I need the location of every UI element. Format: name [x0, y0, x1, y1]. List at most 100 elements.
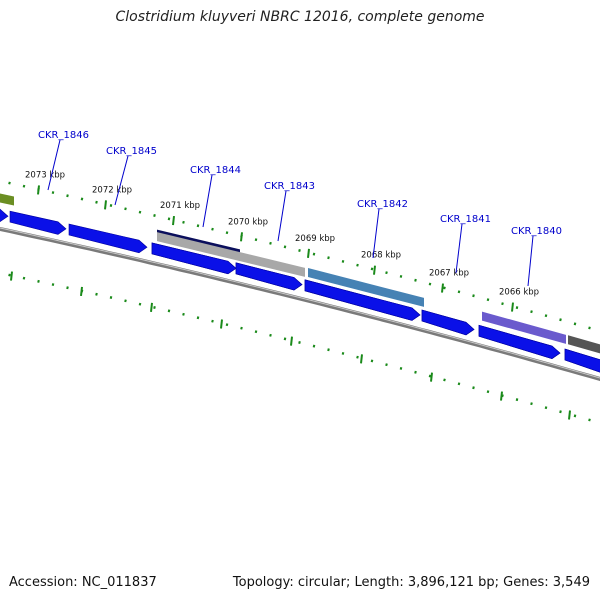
tick-label: 2072 kbp	[92, 185, 132, 195]
inner-major-tick	[500, 391, 503, 401]
darkgray-feature	[568, 335, 600, 354]
major-tick	[307, 248, 310, 258]
inner-tick-dot	[51, 283, 55, 287]
major-tick	[172, 215, 175, 226]
tick-label: 2066 kbp	[499, 288, 539, 298]
cds-arrow-lane2	[421, 309, 475, 336]
major-tick	[441, 283, 444, 293]
outer-tick-dot	[283, 245, 287, 249]
inner-tick-dot	[312, 344, 316, 348]
outer-tick-dot	[109, 204, 113, 207]
outer-tick-dot	[138, 210, 142, 214]
inner-tick-dot	[182, 312, 185, 316]
outer-tick-dot	[588, 326, 591, 330]
outer-tick-dot	[124, 207, 127, 211]
outer-tick-dot	[22, 184, 26, 188]
inner-tick-dot	[486, 390, 490, 394]
inner-tick-dot	[269, 333, 272, 337]
cds-arrow	[68, 223, 148, 254]
outer-tick-dot	[544, 314, 548, 318]
inner-tick-dot	[167, 309, 171, 313]
major-tick	[37, 185, 40, 195]
gene-label: CKR_1840	[511, 226, 562, 237]
gene-leader-line	[47, 139, 61, 191]
inner-major-tick	[290, 336, 293, 346]
major-tick	[373, 265, 376, 275]
major-tick	[104, 200, 107, 210]
outer-tick-dot	[182, 220, 185, 224]
inner-tick-dot	[196, 316, 200, 320]
inner-major-tick	[360, 354, 363, 364]
cds-arrow-lane2	[151, 242, 237, 275]
tick-label: 2070 kbp	[228, 217, 268, 227]
major-tick	[511, 302, 514, 312]
outer-tick-dot	[341, 259, 345, 263]
inner-tick-dot	[225, 323, 229, 327]
outer-tick-dot	[225, 231, 229, 235]
outer-tick-dot	[153, 214, 156, 217]
steelblue-feature	[308, 268, 424, 307]
tick-label: 2071 kbp	[160, 201, 200, 211]
gene-leader-line	[455, 223, 463, 274]
outer-tick-dot	[95, 200, 98, 204]
inner-tick-dot	[109, 296, 113, 299]
inner-tick-dot	[443, 378, 446, 382]
cds-arrow	[9, 210, 67, 235]
outer-tick-dot	[443, 286, 446, 290]
outer-tick-dot	[80, 197, 84, 201]
inner-tick-dot	[95, 292, 98, 296]
inner-tick-dot	[370, 359, 374, 363]
outer-tick-dot	[298, 249, 301, 252]
inner-tick-dot	[472, 386, 475, 390]
tick-label: 2069 kbp	[295, 234, 335, 244]
outer-tick-dot	[385, 271, 388, 275]
outer-tick-dot	[211, 227, 214, 231]
outer-tick-dot	[254, 238, 258, 242]
gene-leader-line	[277, 190, 287, 242]
cds-arrow-lane2	[304, 279, 421, 321]
gene-label: CKR_1844	[190, 165, 241, 176]
outer-tick-dot	[414, 278, 417, 282]
inner-tick-dot	[327, 348, 330, 352]
outer-tick-dot	[356, 263, 359, 267]
outer-tick-dot	[51, 191, 55, 195]
inner-tick-dot	[283, 337, 287, 341]
outer-tick-dot	[486, 298, 490, 302]
gene-label: CKR_1841	[440, 214, 491, 225]
inner-tick-dot	[22, 276, 26, 280]
outer-tick-dot	[501, 302, 504, 306]
outer-tick-dot	[370, 267, 374, 271]
gene-label: CKR_1842	[357, 199, 408, 210]
gene-leader-line	[527, 235, 534, 287]
inner-major-tick	[220, 319, 223, 329]
outer-tick-dot	[472, 294, 475, 298]
gene-label: CKR_1846	[38, 130, 89, 141]
inner-major-tick	[430, 372, 433, 382]
inner-tick-dot	[414, 370, 417, 374]
inner-major-tick	[10, 271, 13, 281]
tick-label: 2068 kbp	[361, 251, 401, 261]
inner-tick-dot	[573, 414, 577, 418]
cds-arrow-lane2	[235, 262, 303, 291]
gene-label: CKR_1845	[106, 146, 157, 157]
inner-tick-dot	[138, 302, 142, 306]
inner-tick-dot	[124, 299, 127, 303]
major-tick	[240, 232, 243, 242]
inner-tick-dot	[37, 279, 40, 283]
inner-tick-dot	[530, 402, 533, 406]
inner-tick-dot	[515, 398, 519, 402]
map-title: Clostridium kluyveri NBRC 12016, complet…	[115, 9, 485, 25]
inner-tick-dot	[399, 366, 403, 370]
outer-tick-dot	[66, 194, 69, 198]
outer-tick-dot	[457, 290, 461, 294]
inner-tick-dot	[544, 406, 548, 410]
inner-tick-dot	[341, 351, 345, 355]
gene-label: CKR_1843	[264, 181, 315, 192]
outer-tick-dot	[399, 274, 403, 278]
outer-tick-dot	[312, 252, 316, 256]
inner-tick-dot	[211, 319, 214, 323]
inner-major-tick	[568, 410, 571, 420]
outer-tick-dot	[530, 310, 533, 314]
slateblue-feature	[482, 311, 566, 344]
